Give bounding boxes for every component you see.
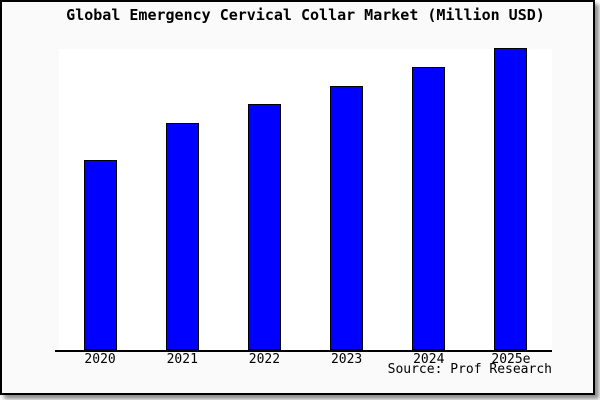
bar-2022: [247, 104, 281, 350]
source-credit: Source: Prof Research: [387, 362, 552, 377]
x-tick-label-2020: 2020: [84, 352, 116, 367]
bar-2024: [412, 67, 446, 350]
x-tick-label-2023: 2023: [330, 352, 363, 367]
bar-2023: [330, 86, 364, 350]
x-axis-labels: 2020 2021 2022 2023 2024 2025e: [59, 353, 552, 367]
x-tick-label-2025e: 2025e: [491, 352, 531, 367]
bar-2025e: [494, 48, 528, 350]
bar-slot-2025e: [470, 48, 552, 350]
bars-row: [59, 48, 552, 350]
x-axis-line: [55, 350, 552, 352]
plot-area: [59, 48, 552, 350]
x-tick-label-2021: 2021: [166, 352, 198, 367]
bar-slot-2023: [306, 49, 388, 350]
bar-slot-2020: [59, 49, 141, 350]
x-tick-label-2022: 2022: [248, 352, 281, 367]
bar-slot-2021: [141, 49, 223, 350]
bar-slot-2022: [223, 49, 305, 350]
x-tick-label-2024: 2024: [413, 352, 445, 367]
bar-2021: [165, 123, 199, 350]
bar-2020: [83, 160, 117, 350]
chart-title: Global Emergency Cervical Collar Market …: [66, 6, 545, 24]
bar-slot-2024: [388, 49, 470, 350]
